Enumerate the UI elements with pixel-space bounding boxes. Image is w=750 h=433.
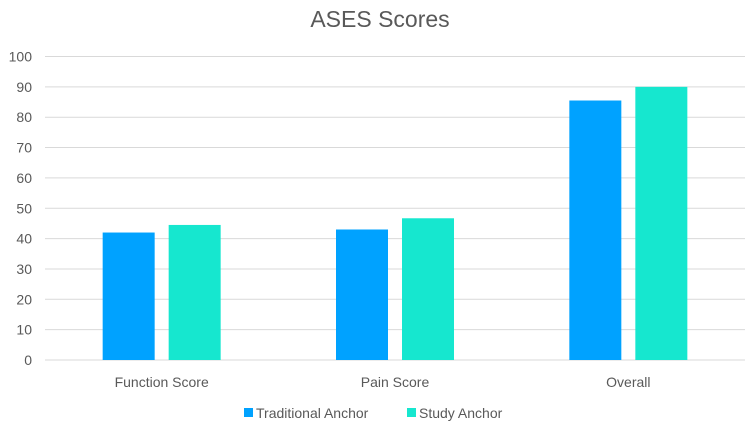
bar xyxy=(402,218,454,360)
y-tick-label: 90 xyxy=(16,79,32,95)
y-tick-label: 60 xyxy=(16,170,32,186)
x-category-label: Overall xyxy=(606,374,650,390)
y-tick-label: 40 xyxy=(16,231,32,247)
bar xyxy=(102,232,155,360)
x-category-label: Pain Score xyxy=(361,374,430,390)
bar xyxy=(168,224,221,360)
legend-swatch xyxy=(407,408,416,417)
bar xyxy=(336,229,388,360)
y-tick-label: 30 xyxy=(16,261,32,277)
y-tick-label: 100 xyxy=(9,49,33,65)
legend-swatch xyxy=(244,408,253,417)
y-tick-label: 10 xyxy=(16,322,32,338)
y-tick-label: 80 xyxy=(16,109,32,125)
bars xyxy=(102,86,688,360)
legend: Traditional Anchor Study Anchor xyxy=(244,405,503,421)
y-axis-ticks: 0 10 20 30 40 50 60 70 80 90 100 xyxy=(9,49,33,369)
chart-title: ASES Scores xyxy=(310,6,449,32)
legend-label: Traditional Anchor xyxy=(256,405,369,421)
y-tick-label: 70 xyxy=(16,140,32,156)
legend-label: Study Anchor xyxy=(419,405,503,421)
x-axis-categories: Function Score Pain Score Overall xyxy=(115,374,651,390)
bar xyxy=(635,86,688,360)
y-tick-label: 0 xyxy=(24,352,32,368)
y-tick-label: 50 xyxy=(16,200,32,216)
bar xyxy=(569,100,622,360)
x-category-label: Function Score xyxy=(115,374,209,390)
gridlines xyxy=(45,56,745,361)
y-tick-label: 20 xyxy=(16,291,32,307)
